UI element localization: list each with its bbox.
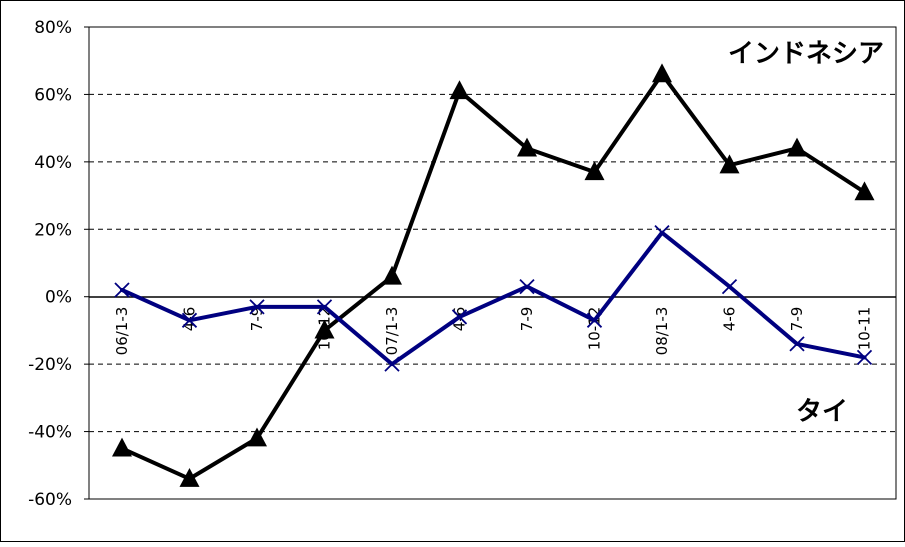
y-tick-label: -60% (28, 490, 72, 510)
x-tick-label: 06/1-3 (113, 307, 131, 356)
y-tick-label: 0% (45, 288, 72, 308)
y-tick-label: -40% (28, 423, 72, 443)
y-tick-label: 20% (34, 220, 72, 240)
series-label-indonesia: インドネシア (728, 39, 884, 69)
y-tick-label: -20% (28, 355, 72, 375)
y-tick-label: 60% (34, 85, 72, 105)
x-tick-label: 4-6 (721, 307, 739, 332)
x-tick-label: 7-9 (248, 307, 266, 332)
x-tick-label: 08/1-3 (653, 307, 671, 356)
x-tick-label: 10-11 (856, 307, 874, 351)
x-tick-label: 7-9 (788, 307, 806, 332)
y-tick-label: 40% (34, 153, 72, 173)
x-tick-label: 7-9 (518, 307, 536, 332)
y-tick-label: 80% (34, 18, 72, 38)
series-label-thailand: タイ (796, 397, 848, 427)
x-tick-label: 07/1-3 (383, 307, 401, 356)
